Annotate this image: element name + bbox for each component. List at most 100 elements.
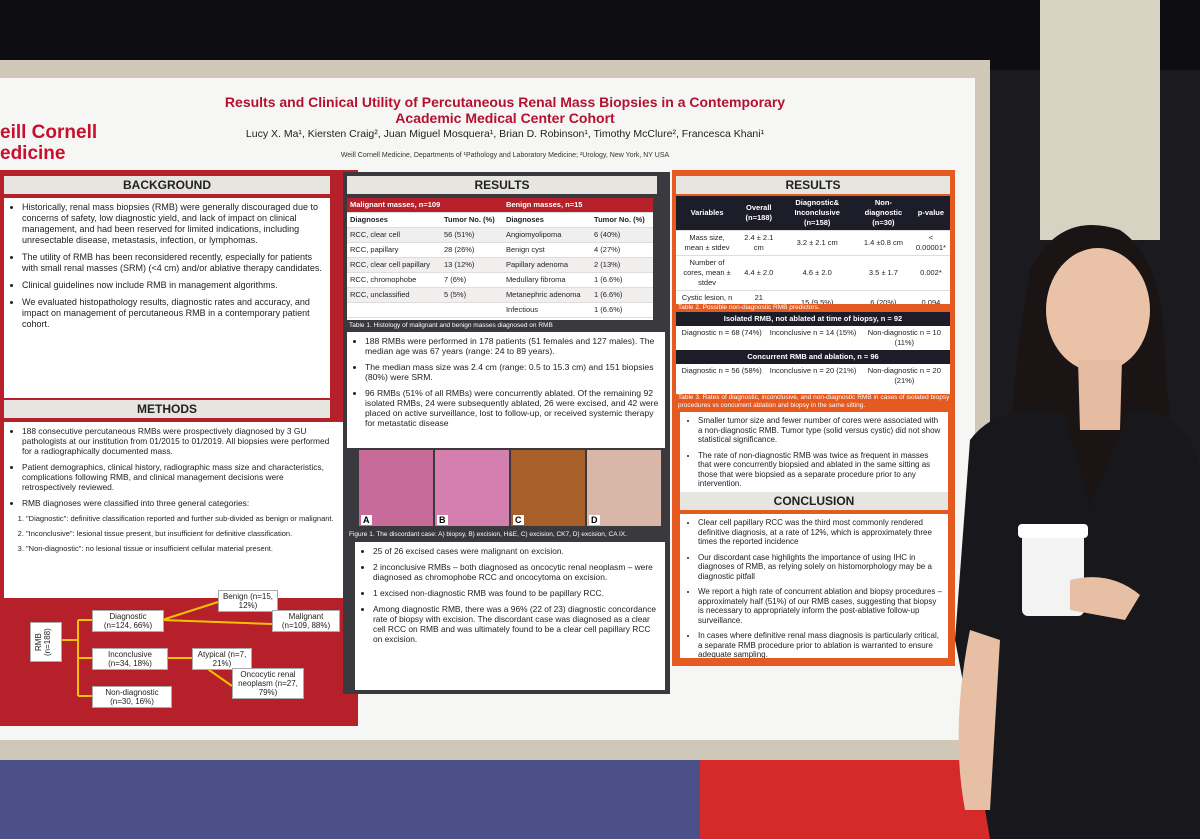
table-cell: Angiomyolipoma xyxy=(502,227,592,243)
bullet: We evaluated histopathology results, dia… xyxy=(22,297,324,330)
group-header: Benign masses, n=15 xyxy=(502,198,653,213)
rates-row: Diagnostic n = 68 (74%) Inconclusive n = … xyxy=(676,326,950,350)
left-column: BACKGROUND Historically, renal mass biop… xyxy=(0,170,358,726)
bullet: Smaller tumor size and fewer number of c… xyxy=(698,416,942,445)
micrograph: C xyxy=(511,450,585,526)
logo-line: eill Cornell xyxy=(0,122,98,143)
rates-heading: Isolated RMB, not ablated at time of bio… xyxy=(676,312,950,326)
flow-node: Atypical (n=7, 21%) xyxy=(192,648,252,670)
table-cell: 15 (9.5%) xyxy=(779,290,855,304)
bullet: "Non-diagnostic": no lesional tissue or … xyxy=(26,544,338,553)
title-line: Results and Clinical Utility of Percutan… xyxy=(224,94,786,110)
table-cell: 5 (5%) xyxy=(441,287,503,303)
table-caption: Table 3. Rates of diagnostic, inconclusi… xyxy=(678,394,950,409)
table-row: Infectious 1 (6.6%) xyxy=(347,302,653,318)
neck xyxy=(1078,360,1122,430)
table-row: RCC, papillary 28 (26%) Benign cyst 4 (27%) xyxy=(347,242,653,258)
table-cell: 21 (11.2%) xyxy=(738,290,780,304)
table-row: RCC, chromophobe 7 (6%) Medullary fibroma 1… xyxy=(347,272,653,288)
table-cell: Metanephric adenoma xyxy=(502,287,592,303)
table-cell: 13 (12%) xyxy=(441,257,503,273)
ceiling xyxy=(0,0,1200,70)
bullet: 1 excised non-diagnostic RMB was found t… xyxy=(373,588,659,598)
right-column: RESULTS Variables Overall (n=188) Diagnost… xyxy=(672,170,955,666)
bullet: Among diagnostic RMB, there was a 96% (2… xyxy=(373,604,659,644)
flow-node: Inconclusive (n=34, 18%) xyxy=(92,648,168,670)
histology-table: Malignant masses, n=109 Benign masses, n=… xyxy=(347,198,653,318)
table-cell: 2.4 ± 2.1 cm xyxy=(738,230,780,256)
column-header: Tumor No. (%) xyxy=(441,212,503,228)
table-cell: Number of cores, mean ± stdev xyxy=(676,255,739,291)
flow-node: Oncocytic renal neoplasm (n=27, 79%) xyxy=(232,668,304,699)
flow-node: Benign (n=15, 12%) xyxy=(218,590,278,612)
column-header: Diagnoses xyxy=(347,212,441,228)
table-cell: 1 (6.6%) xyxy=(591,272,653,288)
table-box: Malignant masses, n=109 Benign masses, n=… xyxy=(347,198,653,320)
section-body: Historically, renal mass biopsies (RMB) … xyxy=(4,198,330,398)
table-row: RCC, unclassified 5 (5%) Metanephric adeno… xyxy=(347,287,653,303)
bullet: 188 consecutive percutaneous RMBs were p… xyxy=(22,426,338,456)
wall xyxy=(1040,0,1160,240)
rates-box: Isolated RMB, not ablated at time of bio… xyxy=(676,312,950,394)
column-header: Variables xyxy=(676,196,739,231)
rates-heading: Concurrent RMB and ablation, n = 96 xyxy=(676,350,950,364)
table-cell: 0.002* xyxy=(911,255,950,291)
rate-cell: Inconclusive n = 14 (15%) xyxy=(769,328,857,337)
table-cell: 28 (26%) xyxy=(441,242,503,258)
flow-connector xyxy=(62,619,92,697)
table-cell: Medullary fibroma xyxy=(502,272,592,288)
flow-node: Non-diagnostic (n=30, 16%) xyxy=(92,686,172,708)
micrograph: A xyxy=(359,450,433,526)
poster-title: Results and Clinical Utility of Percutan… xyxy=(150,94,860,126)
table-cell: 7 (6%) xyxy=(441,272,503,288)
panel-label: A xyxy=(361,515,372,525)
section-body: Clear cell papillary RCC was the third m… xyxy=(680,514,948,658)
table-cell: 1 (6.6%) xyxy=(591,302,653,318)
flow-node: Malignant (n=109, 88%) xyxy=(272,610,340,632)
poster: eill Cornell edicine Results and Clinica… xyxy=(0,78,975,740)
bullet: Clinical guidelines now include RMB in m… xyxy=(22,280,324,291)
column-header: Overall (n=188) xyxy=(738,196,780,231)
table-cell: 6 (20%) xyxy=(854,290,912,304)
table-row: Mass size, mean ± stdev 2.4 ± 2.1 cm 3.2 ±… xyxy=(676,230,950,256)
table-cell: Benign cyst xyxy=(502,242,592,258)
table-cell: 56 (51%) xyxy=(441,227,503,243)
predictor-table: Variables Overall (n=188) Diagnostic& Inco… xyxy=(676,196,950,304)
group-header: Malignant masses, n=109 xyxy=(347,198,503,213)
logo-line: edicine xyxy=(0,143,66,164)
section-heading: METHODS xyxy=(4,400,330,418)
section-heading: RESULTS xyxy=(676,176,950,194)
table-row: RCC, clear cell 56 (51%) Angiomyolipoma 6 (… xyxy=(347,227,653,243)
logo: eill Cornell edicine xyxy=(0,122,97,164)
table-caption: Table 1. Histology of malignant and beni… xyxy=(349,322,553,329)
bullet: In cases where definitive renal mass dia… xyxy=(698,631,942,658)
section-body: 188 RMBs were performed in 178 patients … xyxy=(347,332,665,448)
bullet-list: 25 of 26 excised cases were malignant on… xyxy=(361,546,659,644)
section-heading: BACKGROUND xyxy=(4,176,330,194)
arm xyxy=(958,630,1000,810)
table-cell: < 0.00001* xyxy=(911,230,950,256)
figure: A B C D xyxy=(359,450,663,528)
jacket xyxy=(955,410,1200,839)
bullet-list: 188 RMBs were performed in 178 patients … xyxy=(353,336,659,428)
affiliation: Weill Cornell Medicine, Departments of ¹… xyxy=(340,152,670,159)
coffee-cup xyxy=(1022,528,1084,616)
table-cell xyxy=(441,302,503,318)
bullet: 25 of 26 excised cases were malignant on… xyxy=(373,546,659,556)
flow-root: RMB (n=188) xyxy=(30,622,62,662)
table-cell: 4.6 ± 2.0 xyxy=(779,255,855,291)
table-cell: Cystic lesion, n (%) xyxy=(676,290,739,304)
table-cell: RCC, clear cell papillary xyxy=(347,257,441,273)
rate-cell: Diagnostic n = 68 (74%) xyxy=(681,328,762,337)
table-cell: 3.2 ± 2.1 cm xyxy=(779,230,855,256)
hand xyxy=(1070,577,1140,620)
section-body: Smaller tumor size and fewer number of c… xyxy=(680,412,948,492)
bullet: "Inconclusive": lesional tissue present,… xyxy=(26,529,338,538)
table-cell: 2 (13%) xyxy=(591,257,653,273)
rate-cell: Inconclusive n = 20 (21%) xyxy=(769,366,857,375)
section-body: 25 of 26 excised cases were malignant on… xyxy=(355,542,665,690)
table-cell: Infectious xyxy=(502,302,592,318)
section-heading: CONCLUSION xyxy=(680,492,948,510)
bullet: "Diagnostic": definitive classification … xyxy=(26,514,338,523)
table-cell: 3.5 ± 1.7 xyxy=(854,255,912,291)
